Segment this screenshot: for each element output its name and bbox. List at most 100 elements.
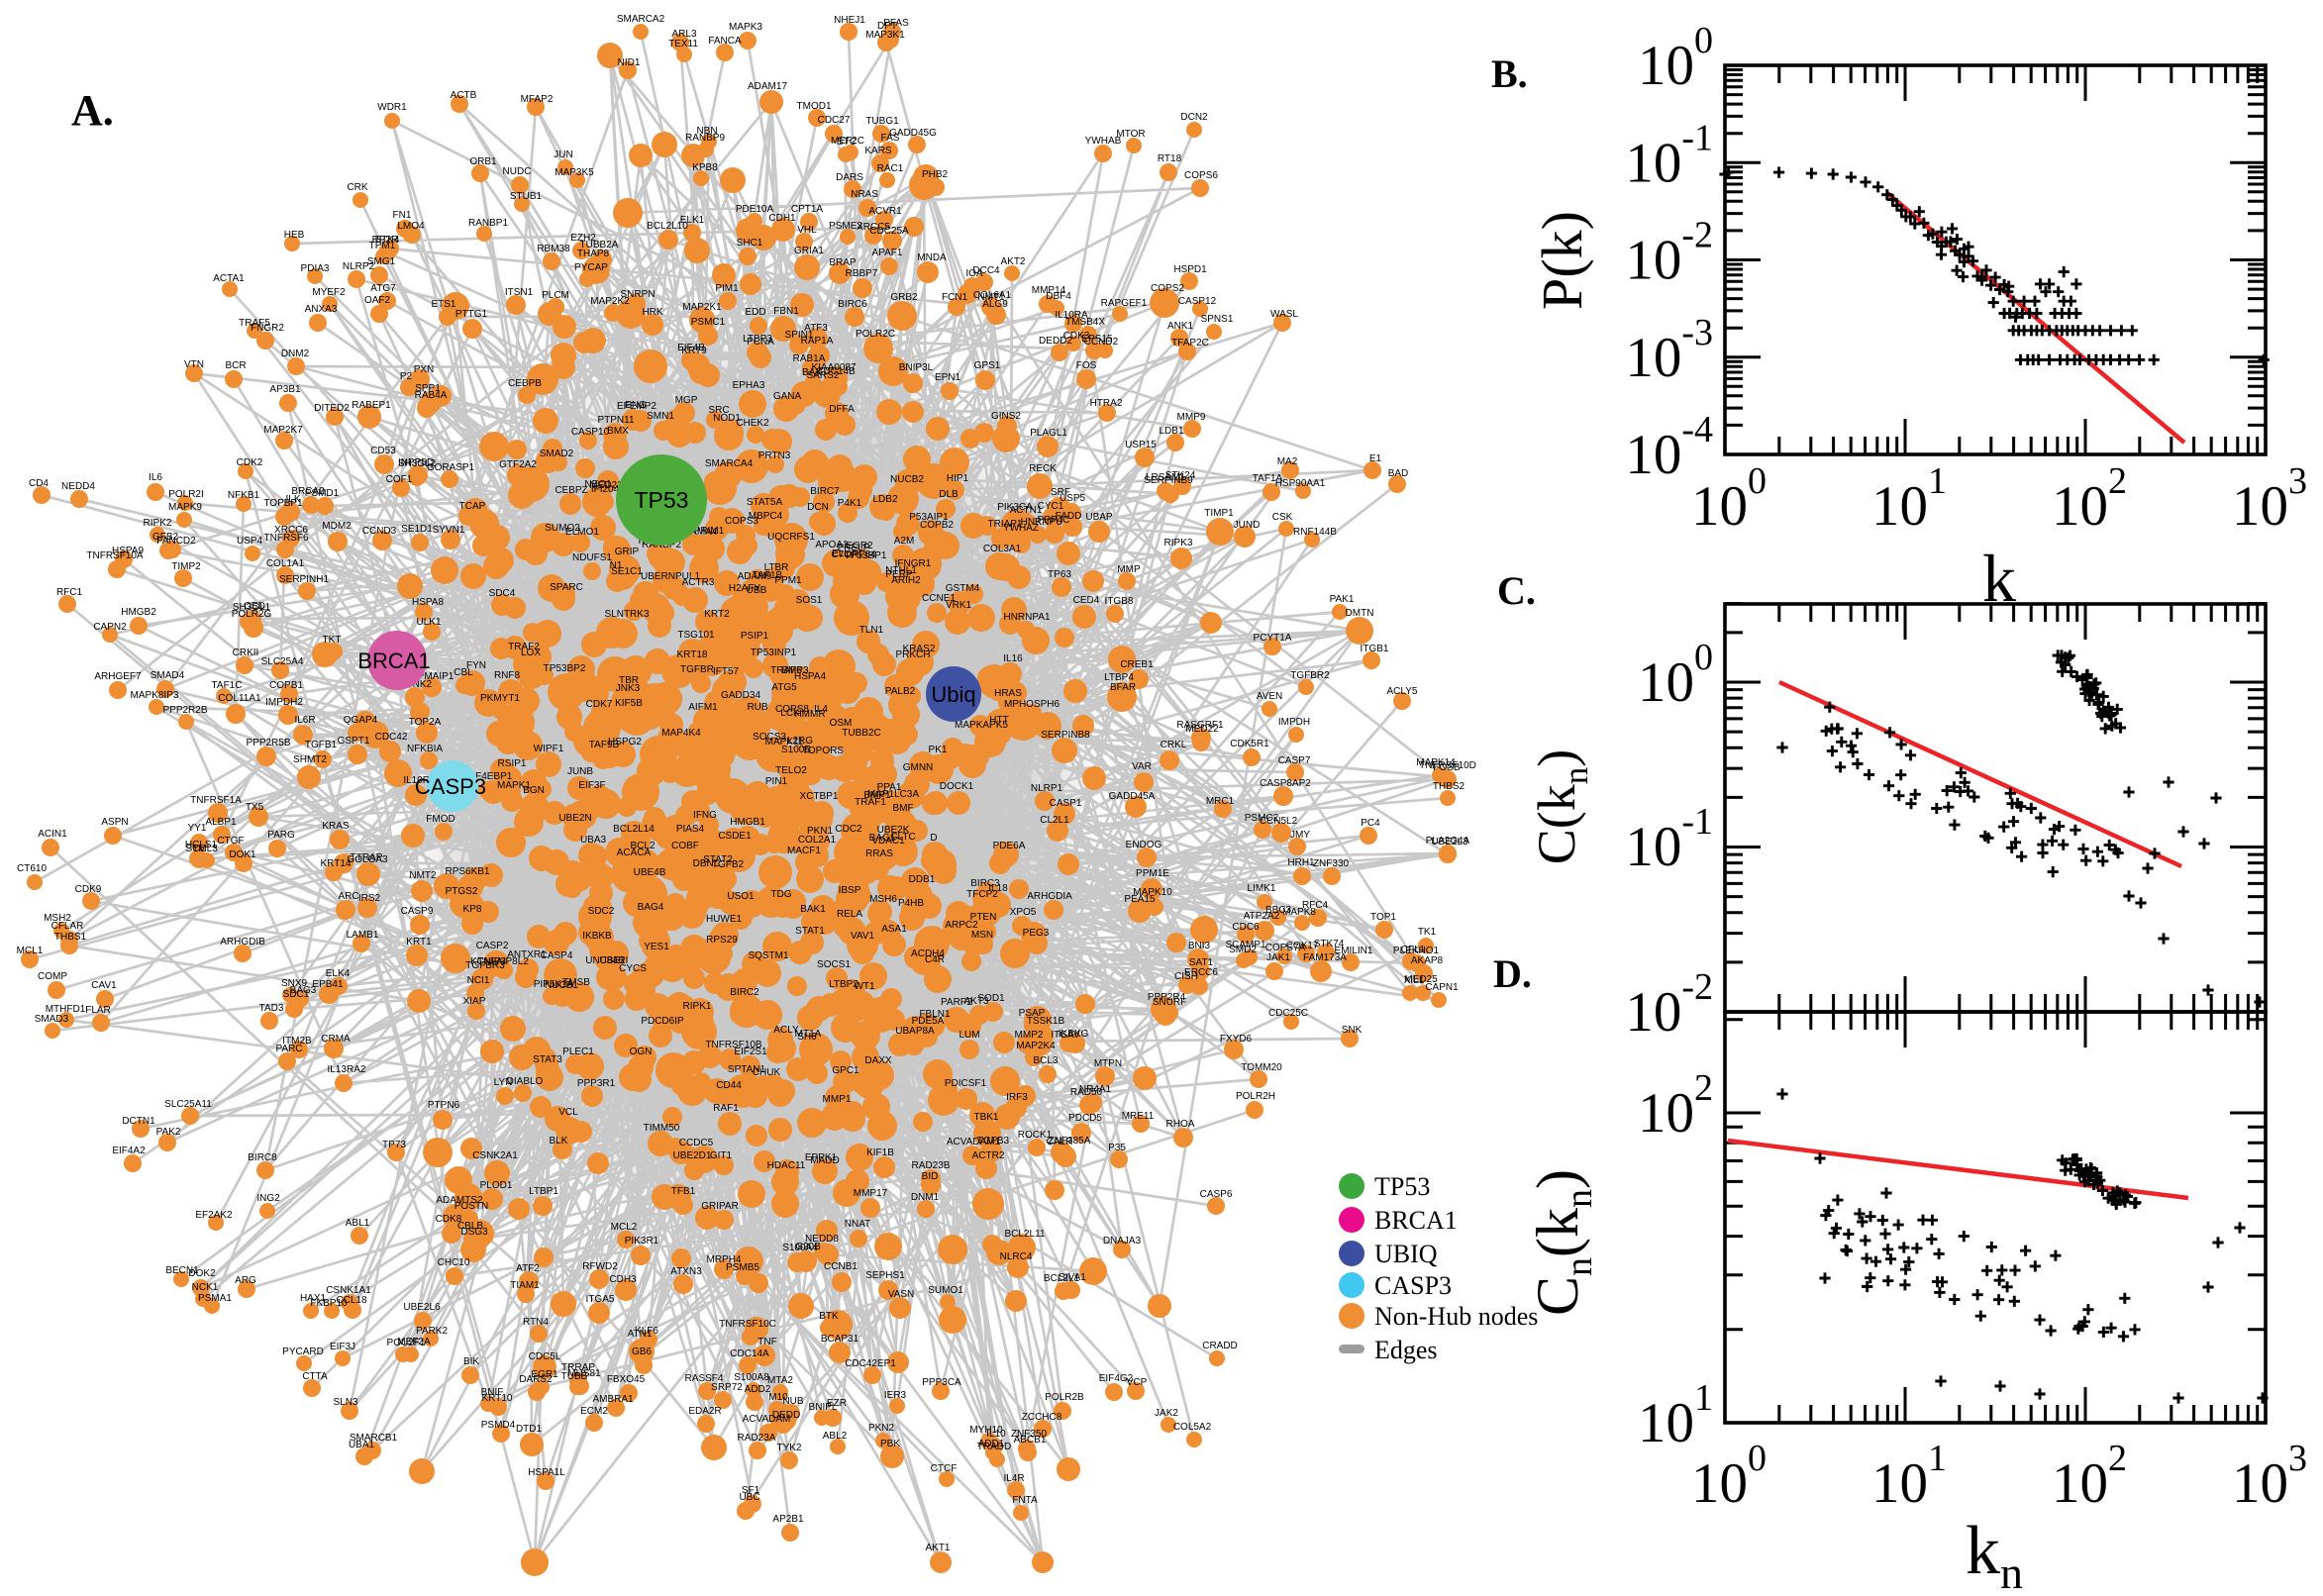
svg-text:EIF4A2: EIF4A2 bbox=[112, 1146, 146, 1156]
svg-text:BAX: BAX bbox=[802, 367, 822, 378]
svg-text:RANBP9: RANBP9 bbox=[685, 133, 725, 144]
svg-text:HRH1: HRH1 bbox=[1287, 857, 1315, 868]
svg-text:GB6: GB6 bbox=[632, 1347, 652, 1357]
svg-text:PIK3R1: PIK3R1 bbox=[625, 1236, 659, 1247]
svg-text:C(kn): C(kn) bbox=[1527, 749, 1595, 864]
svg-text:BRCA1: BRCA1 bbox=[1374, 1206, 1458, 1235]
svg-text:KIF5B: KIF5B bbox=[615, 698, 643, 709]
svg-text:BIRC6: BIRC6 bbox=[838, 299, 867, 310]
svg-text:CD53: CD53 bbox=[370, 446, 396, 456]
svg-text:PDE5A: PDE5A bbox=[912, 1016, 945, 1027]
svg-text:DBF4: DBF4 bbox=[1046, 291, 1071, 302]
svg-text:MAPK1: MAPK1 bbox=[497, 780, 531, 791]
svg-text:VRK1: VRK1 bbox=[946, 600, 972, 611]
svg-text:TAF1B: TAF1B bbox=[753, 570, 783, 581]
svg-text:TNFRSF10D: TNFRSF10D bbox=[1419, 760, 1476, 771]
svg-text:IKBKG: IKBKG bbox=[1059, 1029, 1089, 1040]
svg-text:RIPK2: RIPK2 bbox=[144, 518, 172, 529]
svg-text:TAF9B: TAF9B bbox=[589, 740, 620, 750]
svg-text:RNF144B: RNF144B bbox=[1293, 527, 1337, 538]
svg-text:ARC: ARC bbox=[338, 891, 358, 902]
svg-text:MSH2: MSH2 bbox=[44, 913, 71, 924]
svg-text:MCL1: MCL1 bbox=[17, 946, 44, 956]
svg-text:RSIP1: RSIP1 bbox=[498, 758, 527, 769]
svg-text:COBF: COBF bbox=[671, 841, 699, 851]
svg-text:COPS6: COPS6 bbox=[1184, 170, 1218, 181]
svg-text:SNX9: SNX9 bbox=[281, 978, 308, 989]
svg-text:BIK: BIK bbox=[463, 1356, 479, 1367]
svg-text:ROCK1: ROCK1 bbox=[1018, 1130, 1053, 1141]
svg-text:CASP7: CASP7 bbox=[1278, 755, 1311, 766]
svg-text:PRKCH: PRKCH bbox=[895, 649, 930, 660]
svg-text:TAD3: TAD3 bbox=[259, 1003, 284, 1014]
svg-text:NLRC4: NLRC4 bbox=[1000, 1251, 1033, 1262]
svg-text:SNRPN: SNRPN bbox=[620, 289, 655, 300]
svg-text:LRSAM1: LRSAM1 bbox=[1146, 472, 1185, 483]
svg-text:ATXN3: ATXN3 bbox=[670, 1266, 702, 1277]
svg-text:COPS7A: COPS7A bbox=[1265, 943, 1306, 953]
svg-text:SH3GL2: SH3GL2 bbox=[398, 458, 437, 469]
svg-text:MEF2C: MEF2C bbox=[831, 136, 864, 147]
svg-text:NR4A1: NR4A1 bbox=[1079, 1084, 1112, 1095]
svg-text:ACVADAM: ACVADAM bbox=[743, 1414, 791, 1425]
svg-text:XRCC5: XRCC5 bbox=[857, 222, 890, 233]
svg-text:BLK: BLK bbox=[550, 1136, 568, 1147]
svg-text:ACTR2: ACTR2 bbox=[972, 1150, 1005, 1161]
svg-text:DCN2: DCN2 bbox=[1180, 112, 1208, 123]
svg-text:PKN2: PKN2 bbox=[868, 1423, 895, 1434]
svg-text:HRAS: HRAS bbox=[994, 688, 1022, 699]
svg-text:VAR: VAR bbox=[1132, 761, 1152, 772]
svg-text:DNM2: DNM2 bbox=[281, 349, 310, 359]
svg-text:TIMP2: TIMP2 bbox=[171, 561, 201, 572]
svg-text:CSNK2A1: CSNK2A1 bbox=[472, 1150, 518, 1161]
svg-text:ZCCHC8: ZCCHC8 bbox=[1022, 1412, 1062, 1423]
svg-text:MAP3K5: MAP3K5 bbox=[555, 167, 594, 178]
svg-text:SPARC: SPARC bbox=[550, 582, 583, 593]
svg-text:COL3A1: COL3A1 bbox=[983, 544, 1022, 554]
svg-text:GINS2: GINS2 bbox=[991, 411, 1021, 422]
svg-text:MGP: MGP bbox=[675, 395, 698, 406]
svg-text:USP5: USP5 bbox=[1060, 493, 1086, 504]
svg-text:RAF1: RAF1 bbox=[713, 1103, 739, 1114]
svg-text:BRAP: BRAP bbox=[829, 257, 857, 268]
svg-text:SMARCA2: SMARCA2 bbox=[617, 14, 665, 25]
svg-text:XIAP: XIAP bbox=[463, 996, 486, 1007]
svg-text:GANA: GANA bbox=[773, 391, 802, 402]
svg-text:BAG4: BAG4 bbox=[638, 902, 664, 913]
svg-text:TNFRSF10C: TNFRSF10C bbox=[719, 1319, 776, 1330]
svg-text:TCAP: TCAP bbox=[459, 501, 486, 512]
svg-text:SMAD3: SMAD3 bbox=[35, 1014, 69, 1025]
svg-text:CCND2: CCND2 bbox=[1084, 337, 1119, 348]
svg-text:CCL3: CCL3 bbox=[192, 844, 218, 854]
svg-text:SF1: SF1 bbox=[742, 1485, 760, 1496]
svg-text:SNURF: SNURF bbox=[1153, 997, 1186, 1008]
svg-text:AKT3: AKT3 bbox=[963, 996, 988, 1007]
svg-text:LTBP4: LTBP4 bbox=[1104, 672, 1134, 683]
svg-text:ATP2A2: ATP2A2 bbox=[1244, 911, 1280, 922]
svg-text:BIRC3: BIRC3 bbox=[970, 878, 1000, 889]
svg-text:ATF2: ATF2 bbox=[516, 1263, 540, 1274]
svg-text:FXYD6: FXYD6 bbox=[1220, 1034, 1253, 1045]
svg-text:JMY: JMY bbox=[1290, 830, 1310, 841]
svg-text:DSG3: DSG3 bbox=[460, 1227, 488, 1238]
svg-text:LDB1: LDB1 bbox=[1159, 426, 1183, 437]
svg-text:KRAS: KRAS bbox=[322, 821, 350, 832]
svg-text:TP53: TP53 bbox=[1374, 1172, 1430, 1201]
svg-text:CCNE1: CCNE1 bbox=[922, 593, 956, 604]
svg-text:ATN1: ATN1 bbox=[628, 1329, 653, 1340]
svg-text:PPP2R2B: PPP2R2B bbox=[162, 705, 207, 716]
svg-text:EF2AK2: EF2AK2 bbox=[195, 1210, 233, 1221]
svg-text:ATG5: ATG5 bbox=[771, 682, 797, 693]
svg-text:S100B: S100B bbox=[781, 745, 811, 755]
svg-text:B.: B. bbox=[1491, 51, 1528, 96]
svg-text:NMT1: NMT1 bbox=[977, 292, 1005, 303]
svg-text:JAK1: JAK1 bbox=[1266, 952, 1290, 963]
svg-text:Ubiq: Ubiq bbox=[931, 682, 975, 707]
svg-text:BCL2L11: BCL2L11 bbox=[1005, 1229, 1046, 1240]
svg-text:FAS: FAS bbox=[881, 133, 900, 144]
svg-text:RAD50: RAD50 bbox=[1070, 1087, 1103, 1098]
svg-text:BAK1: BAK1 bbox=[800, 904, 826, 915]
svg-text:ACDH4: ACDH4 bbox=[911, 948, 945, 959]
svg-text:MAPK11: MAPK11 bbox=[765, 737, 804, 748]
svg-text:CASP3: CASP3 bbox=[415, 774, 486, 799]
